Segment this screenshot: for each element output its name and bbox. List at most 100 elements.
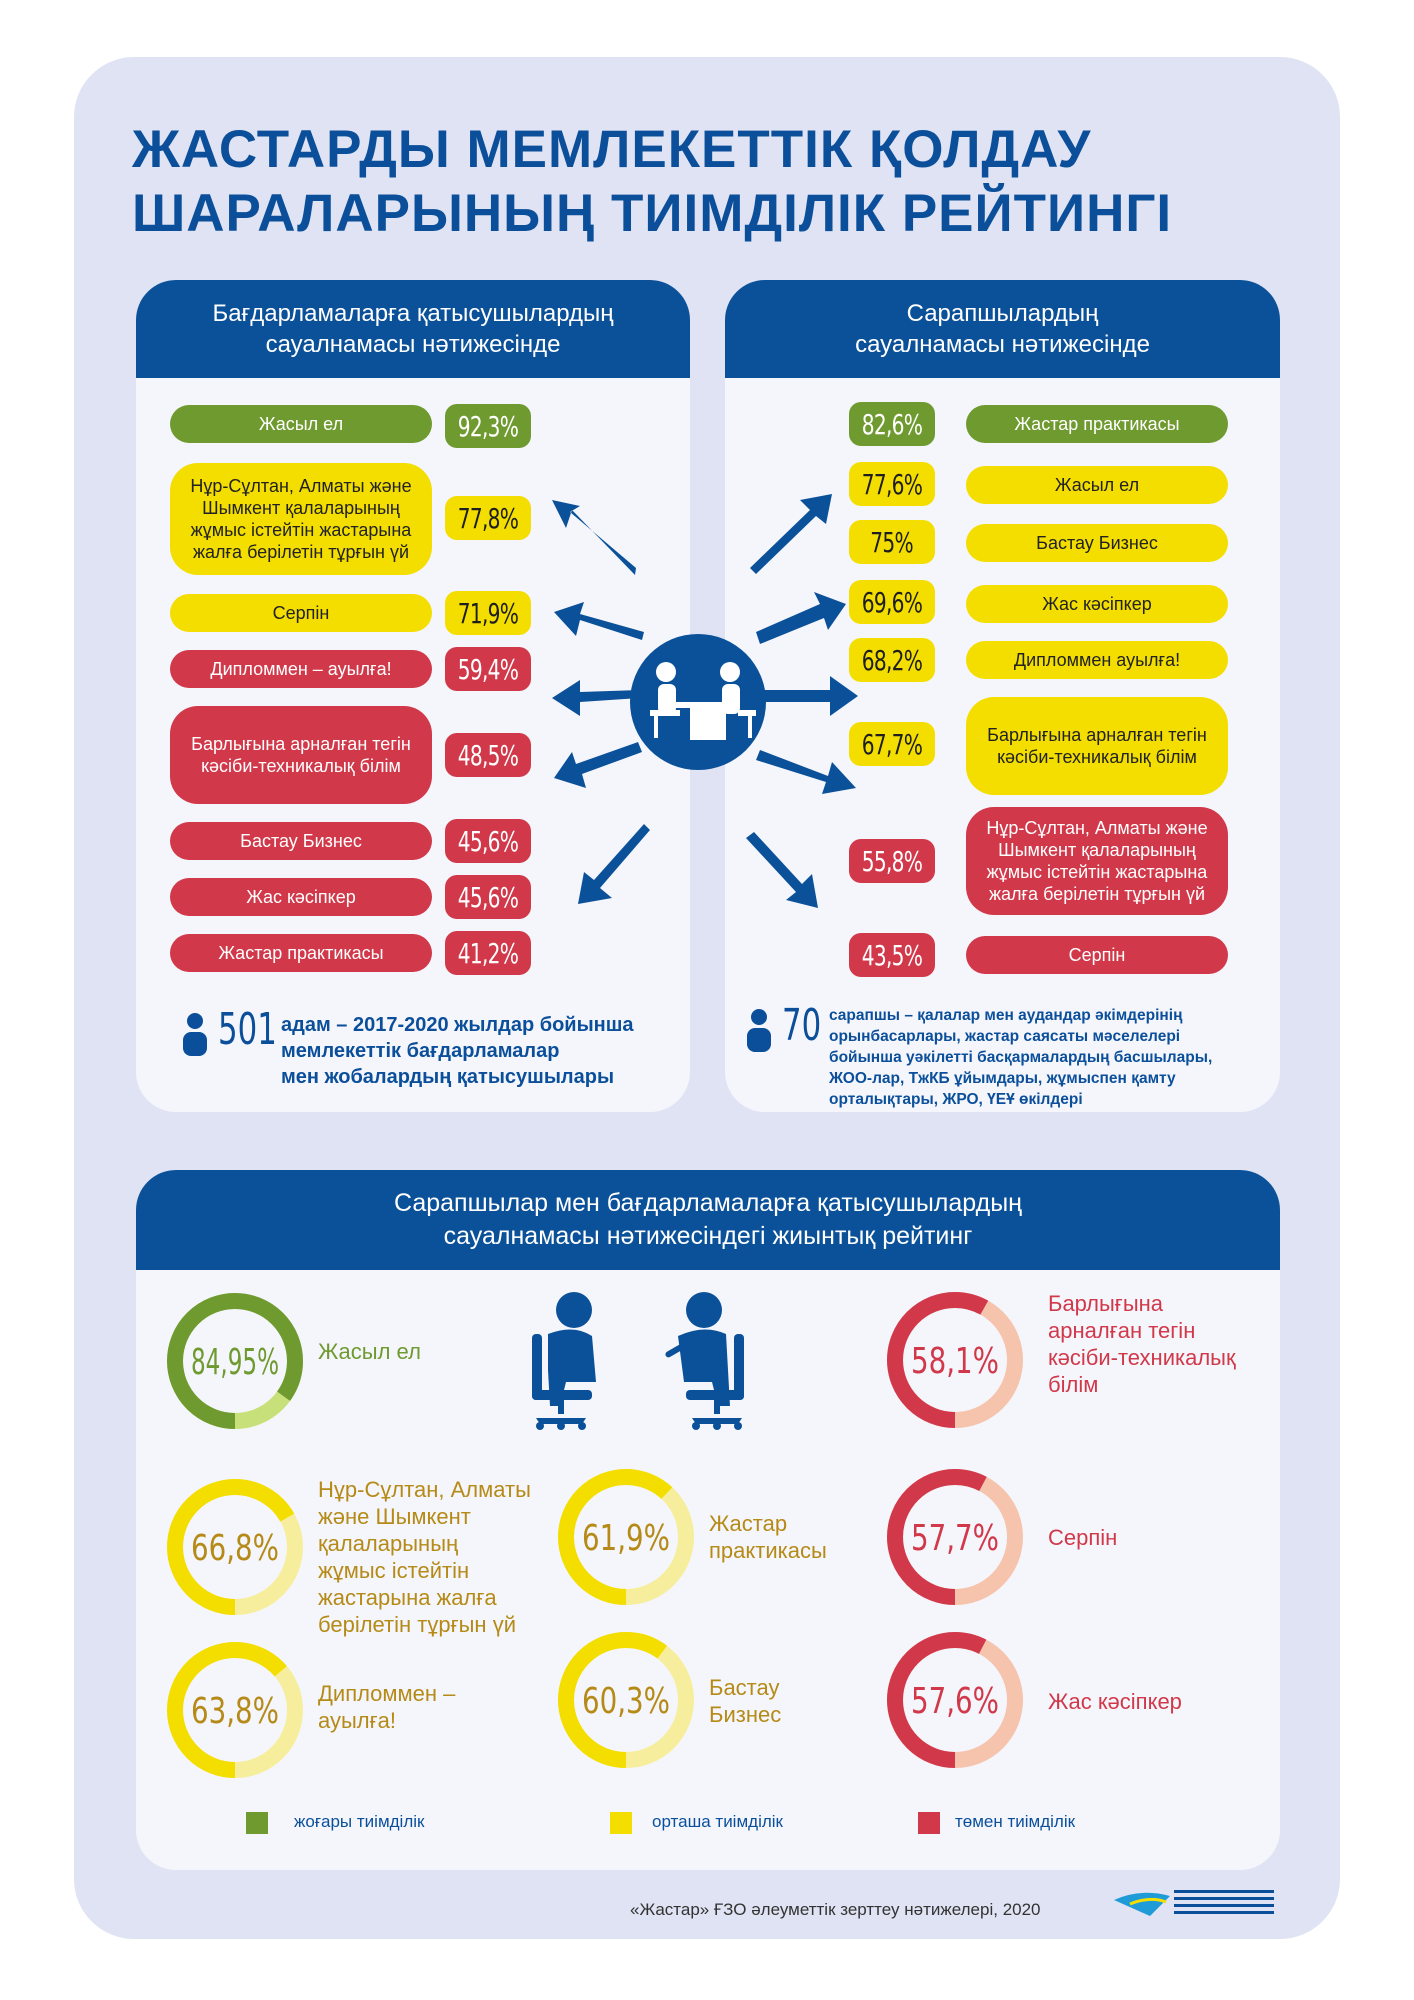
- ring-label: Жастар практикасы: [709, 1511, 827, 1563]
- participants-item-label: Нұр-Сұлтан, Алматы және Шымкент қалалары…: [170, 463, 432, 575]
- experts-item-value: 55,8%: [849, 839, 935, 883]
- ring-value: 57,6%: [911, 1681, 999, 1722]
- experts-item-value: 43,5%: [849, 933, 935, 977]
- ring-value: 58,1%: [911, 1341, 999, 1382]
- experts-count-note: сарапшы – қалалар мен аудандар әкімдерін…: [829, 1007, 1213, 1108]
- arrow-down-left-far-icon: [578, 824, 650, 904]
- ring-value: 60,3%: [582, 1681, 670, 1722]
- arrow-left-low-icon: [552, 680, 640, 716]
- ring-chart: 58,1%: [887, 1292, 1023, 1428]
- experts-item-label: Жастар практикасы: [966, 405, 1228, 443]
- arrow-left-icon: [554, 602, 644, 640]
- ring-fill: [558, 1469, 694, 1605]
- participants-card-header: Бағдарламаларға қатысушылардың сауалнама…: [136, 280, 690, 378]
- participants-item-value: 45,6%: [445, 819, 531, 863]
- participants-count-note: адам – 2017-2020 жылдар бойынша мемлекет…: [281, 1014, 634, 1088]
- experts-item-value: 69,6%: [849, 580, 935, 624]
- meeting-icon: [650, 662, 756, 740]
- participants-item-label: Бастау Бизнес: [170, 822, 432, 860]
- participants-item-value: 48,5%: [445, 733, 531, 777]
- ring-value: 61,9%: [582, 1518, 670, 1559]
- people-illustration: [532, 1292, 744, 1430]
- experts-item-label: Серпін: [966, 936, 1228, 974]
- ring-chart: 84,95%: [167, 1293, 303, 1429]
- participants-person-icon: [183, 1013, 207, 1056]
- experts-item-label: Нұр-Сұлтан, Алматы және Шымкент қалалары…: [966, 807, 1228, 915]
- summary-card-header: Сарапшылар мен бағдарламаларға қатысушыл…: [136, 1170, 1280, 1270]
- experts-person-icon: [747, 1009, 771, 1052]
- page-title: ЖАСТАРДЫ МЕМЛЕКЕТТІК ҚОЛДАУ ШАРАЛАРЫНЫҢ …: [132, 118, 1282, 246]
- experts-item-label: Дипломмен ауылға!: [966, 641, 1228, 679]
- experts-item-label: Барлығына арналған тегін кәсіби-техникал…: [966, 697, 1228, 795]
- title-line-2: ШАРАЛАРЫНЫҢ ТИІМДІЛІК РЕЙТИНГІ: [132, 184, 1173, 243]
- experts-item-value: 68,2%: [849, 638, 935, 682]
- logo-icon: [1114, 1890, 1274, 1916]
- arrow-down-right-far-icon: [746, 832, 818, 908]
- person-right-body-icon: [678, 1329, 730, 1406]
- ring-fill: [558, 1632, 694, 1768]
- ring-label: Бастау Бизнес: [709, 1675, 782, 1727]
- participants-item-value: 71,9%: [445, 591, 531, 635]
- legend-swatch: [246, 1812, 268, 1834]
- ring-value: 63,8%: [191, 1691, 279, 1732]
- participants-item-value: 77,8%: [445, 496, 531, 540]
- participants-item-value: 92,3%: [445, 404, 531, 448]
- arrow-up-right-icon: [750, 494, 832, 574]
- experts-count: 70: [782, 1000, 822, 1051]
- participants-item-label: Жастар практикасы: [170, 934, 432, 972]
- summary-card: Сарапшылар мен бағдарламаларға қатысушыл…: [136, 1170, 1280, 1870]
- participants-item-value: 59,4%: [445, 647, 531, 691]
- legend-swatch: [918, 1812, 940, 1834]
- ring-fill: [887, 1469, 1023, 1605]
- arrows-group: [552, 494, 858, 908]
- experts-item-value: 82,6%: [849, 402, 935, 446]
- ring-fill: [887, 1632, 1023, 1768]
- experts-item-value: 77,6%: [849, 462, 935, 506]
- experts-item-label: Жасыл ел: [966, 466, 1228, 504]
- participants-item-label: Жасыл ел: [170, 405, 432, 443]
- experts-item-value: 75%: [849, 520, 935, 564]
- ring-fill: [887, 1292, 1023, 1428]
- ring-label: Жас кәсіпкер: [1048, 1689, 1182, 1714]
- participants-item-label: Серпін: [170, 594, 432, 632]
- center-illustration: [552, 494, 858, 908]
- ring-label: Барлығына арналған тегін кәсіби-техникалық…: [1048, 1291, 1236, 1397]
- ring-value: 84,95%: [191, 1342, 279, 1383]
- ring-label: Жасыл ел: [318, 1339, 421, 1364]
- footer-source: «Жастар» ҒЗО әлеуметтік зерттеу нәтижеле…: [630, 1900, 1041, 1919]
- ring-value: 66,8%: [191, 1528, 279, 1569]
- participants-item-label: Дипломмен – ауылға!: [170, 650, 432, 688]
- ring-value: 57,7%: [911, 1518, 999, 1559]
- ring-chart: 66,8%: [167, 1479, 303, 1615]
- ring-fill: [167, 1293, 303, 1429]
- arrow-up-left-icon: [552, 500, 636, 575]
- arrow-down-left-icon: [554, 742, 642, 788]
- arrow-right-low-icon: [762, 676, 858, 716]
- ring-chart: 61,9%: [558, 1469, 694, 1605]
- ring-label: Дипломмен – ауылға!: [318, 1681, 456, 1733]
- ring-fill: [167, 1642, 303, 1778]
- legend-swatch: [610, 1812, 632, 1834]
- participants-count: 501: [218, 1004, 277, 1055]
- ring-chart: 57,7%: [887, 1469, 1023, 1605]
- ring-chart: 63,8%: [167, 1642, 303, 1778]
- arrow-down-right-icon: [756, 750, 856, 794]
- participants-item-label: Жас кәсіпкер: [170, 878, 432, 916]
- experts-item-label: Жас кәсіпкер: [966, 585, 1228, 623]
- participants-item-label: Барлығына арналған тегін кәсіби-техникал…: [170, 706, 432, 804]
- ring-label: Нұр-Сұлтан, Алматы және Шымкент қалаларыны…: [318, 1477, 531, 1637]
- experts-item-value: 67,7%: [849, 722, 935, 766]
- legend-label: жоғары тиімділік: [294, 1812, 425, 1831]
- experts-card-header: Сарапшылардың сауалнамасы нәтижесінде: [725, 280, 1280, 378]
- ring-fill: [167, 1479, 303, 1615]
- arrow-right-icon: [756, 592, 846, 644]
- legend-label: орташа тиімділік: [652, 1812, 783, 1831]
- person-left-body-icon: [548, 1329, 596, 1406]
- experts-item-label: Бастау Бизнес: [966, 524, 1228, 562]
- ring-chart: 60,3%: [558, 1632, 694, 1768]
- ring-chart: 57,6%: [887, 1632, 1023, 1768]
- title-line-1: ЖАСТАРДЫ МЕМЛЕКЕТТІК ҚОЛДАУ: [132, 120, 1092, 179]
- ring-label: Серпін: [1048, 1525, 1118, 1550]
- legend-label: төмен тиімділік: [955, 1812, 1076, 1831]
- person-left-head-icon: [556, 1292, 592, 1328]
